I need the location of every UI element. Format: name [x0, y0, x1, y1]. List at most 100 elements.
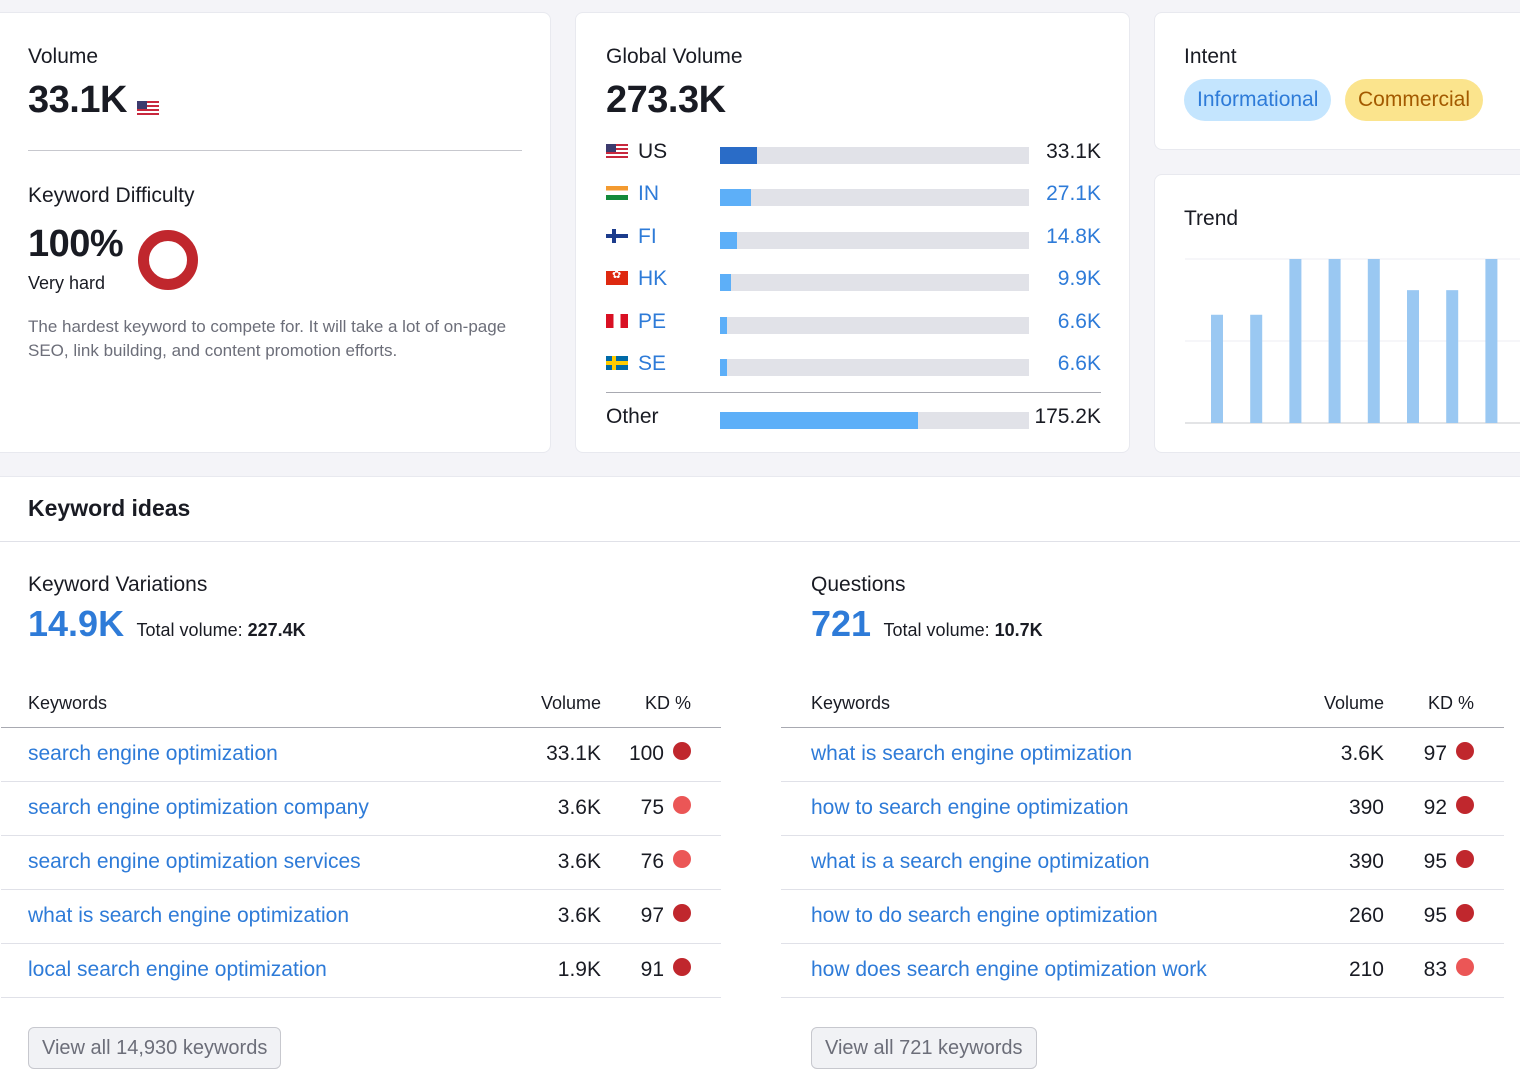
- volume-label: Volume: [28, 45, 99, 68]
- global-volume-label: Global Volume: [606, 45, 743, 68]
- table-row: what is search engine optimization 3.6K 97: [781, 728, 1504, 782]
- country-row-hk: HK 9.9K: [606, 267, 1101, 297]
- table-row: how does search engine optimization work…: [781, 944, 1504, 998]
- country-row-fi: FI 14.8K: [606, 225, 1101, 255]
- country-bar-track: [720, 231, 1029, 249]
- country-bar-track: [720, 147, 1029, 164]
- country-value[interactable]: 9.9K: [1057, 267, 1101, 291]
- questions-table: Keywords Volume KD % what is search engi…: [781, 684, 1504, 998]
- keyword-kd: 95: [1423, 904, 1447, 927]
- country-value[interactable]: 27.1K: [1046, 182, 1101, 206]
- country-bar-fill: [720, 316, 728, 334]
- keyword-kd: 76: [640, 850, 664, 873]
- global-volume-value: 273.3K: [606, 79, 726, 121]
- trend-chart: [1185, 258, 1520, 424]
- country-code[interactable]: SE: [638, 352, 667, 375]
- intent-commercial-badge: Commercial: [1345, 79, 1484, 121]
- keyword-kd: 91: [640, 958, 664, 981]
- keyword-link[interactable]: search engine optimization company: [28, 796, 369, 819]
- fi-flag-icon: [606, 228, 628, 243]
- trend-bar: [1289, 259, 1302, 423]
- country-bar-fill: [720, 189, 751, 207]
- view-all-variations-button[interactable]: View all 14,930 keywords: [28, 1027, 282, 1069]
- trend-bar: [1485, 259, 1498, 423]
- keyword-link[interactable]: how to do search engine optimization: [811, 904, 1158, 927]
- se-flag-icon: [606, 356, 628, 370]
- country-bar-track: [720, 359, 1029, 376]
- trend-bar: [1367, 259, 1380, 423]
- kd-indicator-dot: [1456, 958, 1474, 976]
- kd-level: Very hard: [28, 273, 106, 293]
- volume-divider: [28, 150, 522, 151]
- keyword-link[interactable]: what is search engine optimization: [28, 904, 350, 927]
- keyword-volume: 390: [1348, 796, 1384, 819]
- table-row: what is a search engine optimization 390 9…: [781, 836, 1504, 890]
- kd-donut-chart: [138, 230, 198, 290]
- country-code[interactable]: FI: [638, 224, 657, 248]
- country-code[interactable]: IN: [638, 182, 659, 206]
- keyword-volume: 33.1K: [546, 742, 601, 765]
- total-volume-value: 10.7K: [994, 620, 1043, 640]
- keyword-link[interactable]: what is a search engine optimization: [811, 850, 1150, 873]
- questions-total: Total volume: 10.7K: [884, 620, 1043, 641]
- keyword-volume: 3.6K: [1340, 742, 1384, 765]
- total-volume-value: 227.4K: [247, 620, 306, 640]
- keyword-variations-label: Keyword Variations: [28, 573, 208, 596]
- intent-card: Intent Informational Commercial: [1154, 12, 1520, 150]
- table-row: local search engine optimization 1.9K 91: [1, 944, 721, 998]
- global-volume-card: Global Volume 273.3K US 33.1K IN 27.1K FI 14.…: [575, 12, 1130, 453]
- keyword-ideas-title: Keyword ideas: [28, 495, 191, 521]
- total-volume-label: Total volume:: [883, 620, 990, 640]
- kd-indicator-dot: [673, 742, 691, 760]
- keyword-variations-total: Total volume: 227.4K: [137, 620, 306, 641]
- keyword-kd: 100: [628, 742, 664, 765]
- country-bar-fill: [720, 359, 728, 376]
- questions-count[interactable]: 721: [811, 603, 872, 644]
- keyword-link[interactable]: how does search engine optimization work: [811, 958, 1207, 981]
- table-row: how to do search engine optimization 260 9…: [781, 890, 1504, 944]
- kd-indicator-dot: [673, 904, 691, 922]
- country-row-pe: PE 6.6K: [606, 310, 1101, 340]
- country-code: US: [638, 140, 668, 163]
- trend-card: Trend: [1154, 174, 1520, 453]
- keyword-link[interactable]: local search engine optimization: [28, 958, 327, 981]
- country-value[interactable]: 6.6K: [1057, 309, 1101, 333]
- keyword-volume: 3.6K: [557, 904, 601, 927]
- keyword-link[interactable]: how to search engine optimization: [811, 796, 1129, 819]
- keyword-volume: 260: [1348, 904, 1384, 927]
- country-row-other: Other 175.2K: [606, 405, 1101, 435]
- view-all-questions-button[interactable]: View all 721 keywords: [811, 1027, 1037, 1069]
- kd-indicator-dot: [673, 796, 691, 814]
- keyword-kd: 95: [1423, 850, 1447, 873]
- header-keywords: Keywords: [28, 693, 108, 713]
- keyword-variations-count[interactable]: 14.9K: [28, 603, 125, 644]
- us-flag-icon: [137, 100, 160, 115]
- country-value[interactable]: 14.8K: [1046, 224, 1101, 248]
- country-value[interactable]: 6.6K: [1057, 352, 1101, 375]
- keyword-kd: 92: [1423, 796, 1447, 819]
- header-keywords: Keywords: [811, 693, 891, 713]
- questions-label: Questions: [811, 573, 906, 596]
- country-code[interactable]: HK: [638, 267, 668, 291]
- header-kd: KD %: [644, 693, 691, 713]
- country-code[interactable]: PE: [638, 309, 667, 333]
- trend-label: Trend: [1184, 207, 1239, 230]
- country-bar-track: [720, 189, 1029, 207]
- keyword-kd: 97: [640, 904, 664, 927]
- trend-bar: [1446, 290, 1459, 423]
- keyword-volume: 390: [1348, 850, 1384, 873]
- kd-indicator-dot: [673, 958, 691, 976]
- other-bar-fill: [720, 412, 919, 429]
- other-label: Other: [606, 405, 659, 428]
- country-bar-track: [720, 274, 1029, 292]
- keyword-link[interactable]: search engine optimization: [28, 742, 278, 765]
- keyword-variations-summary: Keyword Variations 14.9K Total volume: 2…: [28, 573, 306, 645]
- keyword-link[interactable]: search engine optimization services: [28, 850, 361, 873]
- kd-description: The hardest keyword to compete for. It w…: [28, 317, 507, 360]
- kd-indicator-dot: [1456, 742, 1474, 760]
- table-row: what is search engine optimization 3.6K 97: [1, 890, 721, 944]
- pe-flag-icon: [606, 313, 628, 328]
- table-row: search engine optimization 33.1K 100: [1, 728, 721, 782]
- keyword-link[interactable]: what is search engine optimization: [811, 742, 1133, 765]
- country-row-us: US 33.1K: [606, 140, 1101, 170]
